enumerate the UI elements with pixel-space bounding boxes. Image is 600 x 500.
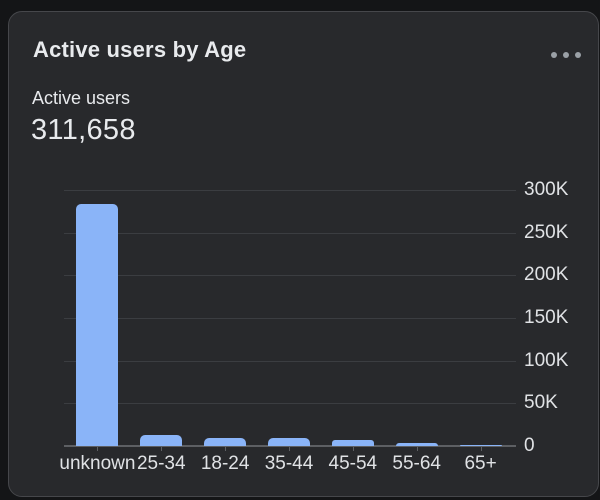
y-axis-label: 100K: [524, 349, 569, 371]
card-title: Active users by Age: [33, 37, 247, 62]
ellipsis-icon: [551, 52, 581, 58]
x-axis-label: 65+: [464, 453, 497, 474]
y-gridline: [64, 403, 516, 405]
more-options-button[interactable]: [546, 42, 586, 68]
active-users-by-age-card: Active users by Age Active users 311,658…: [8, 11, 599, 497]
bar-55-64[interactable]: [395, 442, 438, 446]
y-axis-label: 0: [524, 435, 535, 456]
x-axis-tick: [352, 447, 354, 451]
metric-label: Active users: [32, 88, 131, 108]
x-axis-line: [64, 445, 516, 447]
y-gridline: [64, 318, 516, 319]
bar-unknown[interactable]: [76, 203, 119, 446]
y-axis-label: 300K: [524, 179, 569, 200]
y-axis-label: 200K: [524, 264, 569, 286]
bar-25-34[interactable]: [140, 434, 183, 446]
x-axis-tick: [161, 447, 163, 451]
x-axis-tick: [225, 447, 227, 451]
y-gridline: [64, 360, 516, 362]
bar-35-44[interactable]: [268, 438, 310, 446]
metric-value: 311,658: [31, 114, 136, 146]
y-axis-label: 50K: [524, 392, 558, 414]
x-axis-tick: [289, 447, 290, 451]
bar-65+[interactable]: [459, 445, 502, 446]
bar-45-54[interactable]: [331, 440, 374, 446]
x-axis-label: 18-24: [200, 453, 250, 474]
y-gridline: [64, 275, 516, 277]
x-axis-tick: [97, 447, 99, 451]
bar-chart: 0 50K 100K 150K 200K 250K 300K unknown 25-34 18-2…: [9, 12, 598, 496]
x-axis-label: 25-34: [136, 453, 186, 474]
y-axis-label: 150K: [524, 307, 569, 328]
x-axis-label: unknown: [59, 453, 136, 474]
y-axis-label: 250K: [524, 221, 569, 243]
x-axis-tick: [416, 447, 418, 451]
x-axis-label: 55-64: [392, 453, 441, 474]
x-axis-label: 35-44: [264, 453, 314, 474]
x-axis-label: 45-54: [328, 453, 378, 474]
bar-18-24[interactable]: [204, 438, 247, 446]
y-gridline: [64, 232, 516, 234]
x-axis-tick: [480, 447, 482, 451]
y-gridline: [64, 190, 516, 191]
